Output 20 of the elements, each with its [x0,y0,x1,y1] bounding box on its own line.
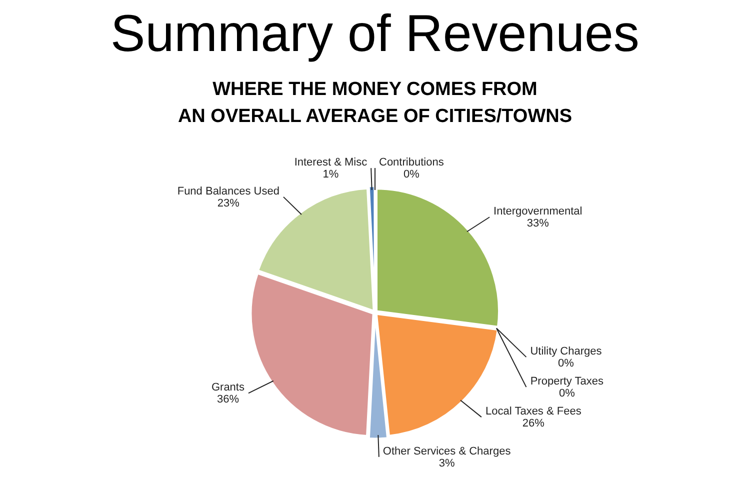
chart-title: Summary of Revenues [110,4,640,64]
text: 0% [403,168,420,181]
category-label: Utility Charges [530,346,602,358]
data-label: 33% [526,218,550,230]
slice-label: Local Taxes & Fees [486,406,582,418]
text: 0% [558,388,575,400]
chart-subtitle: WHERE THE MONEY COMES FROM AN OVERALL AVERAGE OF CITIES/TOWNS [176,78,574,129]
slice-label: Interest & Misc [294,156,368,169]
slice-label: Grants [211,382,245,394]
slice-label: Intergovernmental [494,206,582,218]
data-label: 3% [438,457,455,470]
text: 0% [558,358,574,370]
data-label: 23% [217,197,240,210]
slice-label: Other Services & Charges [382,445,512,458]
data-label: 1% [322,168,339,181]
data-label: 26% [522,418,545,430]
slice-label: Fund Balances Used [177,185,280,198]
category-label: Contributions [378,156,444,169]
data-label: 36% [216,394,240,406]
category-label: Property Taxes [530,376,604,388]
